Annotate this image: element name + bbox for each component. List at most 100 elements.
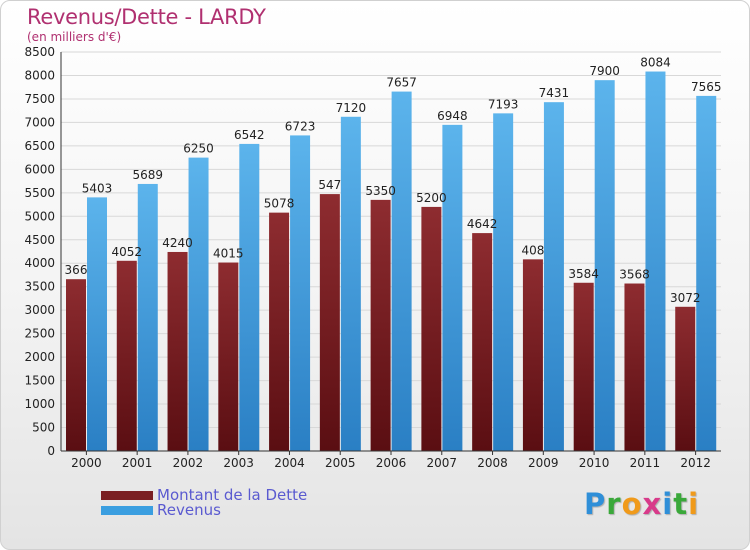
y-tick-label: 0: [47, 444, 55, 458]
data-label-dette: 5200: [416, 191, 447, 205]
data-label-revenus: 5403: [82, 181, 113, 195]
y-tick-label: 5000: [24, 209, 55, 223]
y-tick-label: 7000: [24, 115, 55, 129]
chart-subtitle: (en milliers d'€): [27, 30, 122, 44]
data-label-dette: 408: [521, 243, 544, 257]
data-label-revenus: 7120: [336, 101, 367, 115]
data-label-dette: 4240: [162, 236, 193, 250]
x-tick-label: 2005: [325, 456, 356, 470]
data-label-dette: 4052: [111, 245, 142, 259]
logo-letter: i: [662, 487, 674, 521]
data-label-revenus: 7657: [386, 76, 417, 90]
logo-letter: o: [621, 487, 643, 521]
y-tick-label: 4500: [24, 233, 55, 247]
bar-revenus: [290, 135, 311, 451]
x-tick-label: 2012: [680, 456, 711, 470]
bar-revenus: [645, 71, 666, 451]
bar-dette: [319, 194, 340, 451]
y-tick-label: 3500: [24, 280, 55, 294]
logo-letter: i: [688, 487, 700, 521]
bar-dette: [573, 282, 594, 451]
bar-dette: [66, 279, 86, 451]
x-tick-label: 2011: [630, 456, 661, 470]
data-label-revenus: 5689: [132, 168, 163, 182]
bar-revenus: [493, 113, 514, 452]
bar-revenus: [137, 183, 158, 451]
x-tick-label: 2007: [426, 456, 457, 470]
legend-label-dette: Montant de la Dette: [157, 486, 308, 504]
data-label-revenus: 7565: [691, 80, 722, 94]
y-tick-label: 3000: [24, 303, 55, 317]
data-label-revenus: 7900: [589, 64, 620, 78]
y-tick-label: 7500: [24, 92, 55, 106]
bar-revenus: [442, 124, 463, 451]
bar-dette: [269, 212, 290, 451]
y-tick-label: 6000: [24, 162, 55, 176]
bar-dette: [116, 260, 137, 451]
legend-swatch-dette: [101, 491, 153, 500]
x-tick-label: 2000: [71, 456, 102, 470]
proxiti-logo: Proxiti: [584, 487, 699, 521]
data-label-dette: 3072: [670, 291, 701, 305]
x-tick-label: 2002: [173, 456, 204, 470]
x-tick-label: 2003: [223, 456, 254, 470]
data-label-dette: 4642: [467, 217, 498, 231]
data-label-revenus: 7193: [488, 97, 519, 111]
data-label-dette: 3568: [619, 268, 650, 282]
x-tick-label: 2001: [122, 456, 153, 470]
x-tick-label: 2004: [274, 456, 305, 470]
x-tick-label: 2009: [528, 456, 559, 470]
bar-revenus: [340, 116, 361, 452]
data-label-revenus: 6250: [183, 142, 214, 156]
logo-letter: P: [584, 487, 607, 521]
y-tick-label: 5500: [24, 186, 55, 200]
legend-label-revenus: Revenus: [157, 501, 221, 519]
bar-revenus: [696, 95, 717, 451]
bar-dette: [522, 259, 543, 451]
y-tick-label: 1500: [24, 374, 55, 388]
x-tick-label: 2006: [376, 456, 407, 470]
data-label-dette: 5350: [365, 184, 396, 198]
y-tick-label: 8500: [24, 45, 55, 59]
data-label-revenus: 6542: [234, 128, 265, 142]
data-label-dette: 547: [318, 178, 341, 192]
bar-dette: [675, 306, 696, 451]
data-label-revenus: 6948: [437, 109, 468, 123]
bars-layer: [66, 71, 717, 452]
bar-dette: [472, 233, 493, 451]
y-tick-label: 4000: [24, 256, 55, 270]
bar-revenus: [239, 143, 260, 451]
data-label-revenus: 8084: [640, 56, 671, 70]
grid-layer: [61, 51, 721, 452]
bar-dette: [218, 262, 239, 451]
data-label-revenus: 7431: [539, 86, 570, 100]
bar-revenus: [188, 157, 209, 451]
bar-revenus: [391, 91, 412, 451]
logo-letter: x: [642, 487, 663, 521]
y-tick-label: 1000: [24, 397, 55, 411]
data-label-dette: 3584: [568, 267, 599, 281]
y-tick-label: 6500: [24, 139, 55, 153]
bar-revenus: [87, 197, 107, 451]
data-label-revenus: 6723: [285, 119, 316, 133]
legend-swatch-revenus: [101, 506, 153, 515]
labels-layer: 366 5403 4052 5689 4240 6250 4015 6542 5078 6723 5…: [65, 56, 722, 305]
logo-letter: r: [606, 487, 622, 521]
bar-revenus: [543, 102, 564, 451]
data-label-dette: 366: [65, 263, 88, 277]
x-tick-label: 2010: [579, 456, 610, 470]
bar-dette: [370, 199, 391, 451]
axis-layer: 0 500 1000 1500 2000 2500 3000 3500 4000 4500 5000…: [24, 45, 721, 470]
data-label-dette: 5078: [264, 197, 295, 211]
y-tick-label: 8000: [24, 68, 55, 82]
y-tick-label: 2500: [24, 327, 55, 341]
bar-revenus: [594, 80, 615, 451]
bar-dette: [624, 283, 645, 451]
bar-dette: [167, 251, 188, 451]
logo-letter: t: [673, 487, 689, 521]
x-tick-label: 2008: [477, 456, 508, 470]
y-tick-label: 500: [32, 421, 55, 435]
y-tick-label: 2000: [24, 350, 55, 364]
